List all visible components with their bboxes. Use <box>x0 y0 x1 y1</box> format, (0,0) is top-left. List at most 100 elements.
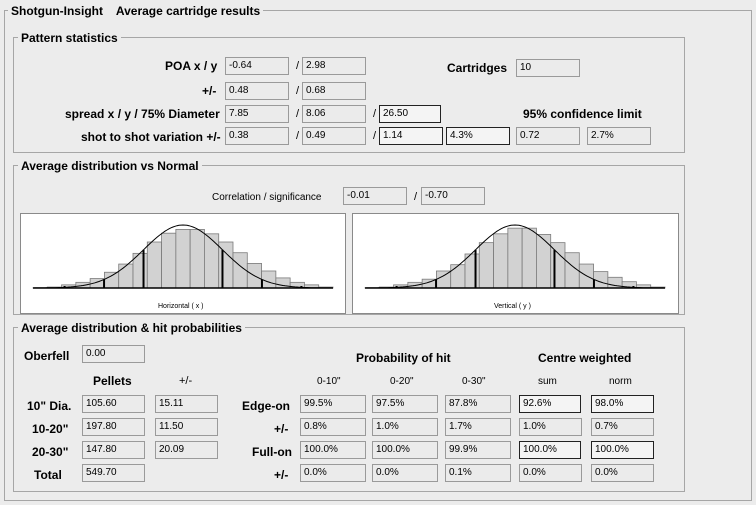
row-label-10-dia: 10" Dia. <box>27 399 72 413</box>
histogram-bar <box>436 270 452 289</box>
spread-label: spread x / y / 75% Diameter <box>65 107 220 121</box>
histogram-bar <box>536 234 552 289</box>
row-type-label: Edge-on <box>242 399 290 413</box>
prob-field[interactable]: 1.0% <box>372 418 438 436</box>
app-name: Shotgun-Insight <box>11 4 103 18</box>
poa-pm-label: +/- <box>202 84 217 98</box>
histogram-bar <box>478 242 494 289</box>
horizontal-histogram: Horizontal ( x ) <box>20 213 346 314</box>
shot-variation-label: shot to shot variation +/- <box>81 130 221 144</box>
cartridges-field[interactable]: 10 <box>516 59 580 77</box>
slash: / <box>373 130 377 142</box>
hit-probabilities-legend: Average distribution & hit probabilities <box>18 321 245 335</box>
probability-header: Probability of hit <box>356 351 451 365</box>
histogram-bar <box>564 252 580 289</box>
horizontal-caption: Horizontal ( x ) <box>158 303 204 310</box>
histogram-bar <box>550 242 566 289</box>
prob-field[interactable]: 97.5% <box>372 395 438 413</box>
centre-sum-field[interactable]: 100.0% <box>519 441 581 459</box>
distribution-group <box>13 165 685 315</box>
centre-weighted-header: Centre weighted <box>538 351 632 365</box>
pellets-field[interactable]: 549.70 <box>82 464 145 482</box>
poa-label: POA x / y <box>165 59 218 73</box>
pellets-field[interactable]: 147.80 <box>82 441 145 459</box>
prob-field[interactable]: 0.0% <box>300 464 366 482</box>
cartridges-label: Cartridges <box>447 61 508 75</box>
histogram-bar <box>161 232 177 289</box>
prob-field[interactable]: 0.1% <box>445 464 511 482</box>
slash: / <box>414 191 418 203</box>
spread-y-field[interactable]: 8.06 <box>302 105 366 123</box>
prob-field[interactable]: 0.8% <box>300 418 366 436</box>
poa-x-field[interactable]: -0.64 <box>225 57 289 75</box>
confidence-pct-field[interactable]: 2.7% <box>587 127 651 145</box>
poa-pm-x-field[interactable]: 0.48 <box>225 82 289 100</box>
centre-norm-field[interactable]: 0.0% <box>591 464 654 482</box>
centre-norm-field[interactable]: 98.0% <box>591 395 654 413</box>
hit-probabilities-group <box>13 327 685 492</box>
histogram-bar <box>507 227 523 289</box>
poa-pm-y-field[interactable]: 0.68 <box>302 82 366 100</box>
histogram-bar <box>104 271 120 289</box>
histogram-bar <box>493 233 509 289</box>
pattern-statistics-group <box>13 37 685 153</box>
histogram-bar <box>118 263 134 289</box>
shot-variation-x-field[interactable]: 0.38 <box>225 127 289 145</box>
pm-field[interactable]: 20.09 <box>155 441 218 459</box>
centre-sum-field[interactable]: 0.0% <box>519 464 582 482</box>
prob-field[interactable]: 99.9% <box>445 441 511 459</box>
vertical-histogram: Vertical ( y ) <box>352 213 679 314</box>
correlation-label: Correlation / significance <box>212 192 322 203</box>
row-label-total: Total <box>34 468 62 482</box>
prob-field[interactable]: 99.5% <box>300 395 366 413</box>
histogram-bar <box>450 264 466 289</box>
slash: / <box>296 85 300 97</box>
prob-field[interactable]: 1.7% <box>445 418 511 436</box>
spread-x-field[interactable]: 7.85 <box>225 105 289 123</box>
pellets-header: Pellets <box>93 374 132 388</box>
shot-variation-d-field[interactable]: 1.14 <box>379 127 443 145</box>
histogram-bar <box>261 270 277 289</box>
row-label-20-30: 20-30" <box>32 445 69 459</box>
page-title: Average cartridge results <box>115 4 261 18</box>
prob-field[interactable]: 100.0% <box>300 441 366 459</box>
significance-field[interactable]: -0.70 <box>421 187 485 205</box>
vertical-caption: Vertical ( y ) <box>494 303 531 310</box>
histogram-bar <box>464 253 480 289</box>
confidence-label: 95% confidence limit <box>523 107 642 121</box>
pattern-statistics-legend: Pattern statistics <box>18 31 121 45</box>
row-label-10-20: 10-20" <box>32 422 69 436</box>
prob-field[interactable]: 0.0% <box>372 464 438 482</box>
centre-sum-field[interactable]: 1.0% <box>519 418 582 436</box>
oberfell-field[interactable]: 0.00 <box>82 345 145 363</box>
pm-field[interactable]: 11.50 <box>155 418 218 436</box>
col-header-0-10: 0-10" <box>317 376 341 387</box>
histogram-bar <box>146 241 162 289</box>
pellets-field[interactable]: 105.60 <box>82 395 145 413</box>
centre-norm-field[interactable]: 100.0% <box>591 441 654 459</box>
window-header: Shotgun-Insight Average cartridge result… <box>8 4 264 18</box>
col-header-0-20: 0-20" <box>390 376 414 387</box>
prob-field[interactable]: 100.0% <box>372 441 438 459</box>
slash: / <box>296 108 300 120</box>
shot-variation-pct-field[interactable]: 4.3% <box>446 127 510 145</box>
poa-y-field[interactable]: 2.98 <box>302 57 366 75</box>
histogram-bar <box>132 252 148 289</box>
row-type-label: +/- <box>274 468 289 482</box>
pm-field[interactable]: 15.11 <box>155 395 218 413</box>
centre-sum-field[interactable]: 92.6% <box>519 395 581 413</box>
shot-variation-y-field[interactable]: 0.49 <box>302 127 366 145</box>
slash: / <box>296 130 300 142</box>
normal-curve <box>32 224 334 289</box>
normal-curve <box>364 224 666 289</box>
pellets-field[interactable]: 197.80 <box>82 418 145 436</box>
confidence-value-field[interactable]: 0.72 <box>516 127 580 145</box>
centre-norm-field[interactable]: 0.7% <box>591 418 654 436</box>
histogram-bar <box>204 233 220 289</box>
prob-field[interactable]: 87.8% <box>445 395 511 413</box>
correlation-field[interactable]: -0.01 <box>343 187 407 205</box>
histogram-bar <box>232 252 248 289</box>
oberfell-label: Oberfell <box>24 349 70 363</box>
slash: / <box>373 108 377 120</box>
spread-diameter-field[interactable]: 26.50 <box>379 105 441 123</box>
